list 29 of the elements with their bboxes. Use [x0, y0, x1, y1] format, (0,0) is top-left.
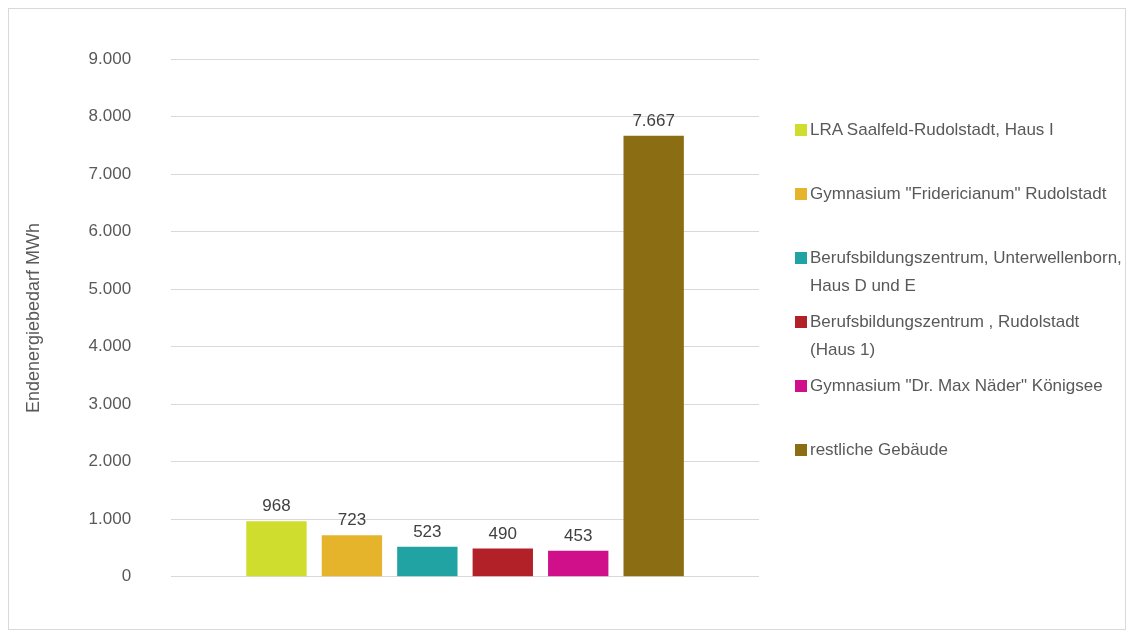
y-tick-label: 6.000: [88, 221, 132, 241]
y-tick-label: 9.000: [88, 48, 132, 68]
legend-label: Gymnasium "Dr. Max Näder" Königsee: [810, 375, 1103, 397]
y-tick-label: 1.000: [88, 508, 132, 528]
bar: [397, 546, 458, 577]
y-tick-label: 7.000: [88, 163, 132, 183]
y-tick-label: 4.000: [88, 336, 132, 356]
y-tick-label: 0: [121, 566, 132, 586]
y-axis-title: Endenergiebedarf MWh: [22, 222, 43, 414]
legend-label: restliche Gebäude: [810, 439, 948, 461]
bar: [472, 548, 533, 577]
legend-label: Berufsbildungszentrum, Unterwellenborn, Haus D und E: [810, 247, 1123, 297]
legend-label: Berufsbildungszentrum , Rudolstadt (Haus 1): [810, 311, 1081, 361]
bar: [623, 135, 684, 577]
y-tick-label: 8.000: [88, 106, 132, 126]
bar: [246, 521, 307, 577]
legend-label: Gymnasium "Fridericianum" Rudolstadt: [810, 183, 1107, 205]
bar: [321, 535, 383, 577]
data-label: 490: [488, 523, 517, 543]
data-label: 7.667: [632, 111, 675, 131]
y-tick-label: 3.000: [88, 393, 132, 413]
data-label: 453: [564, 525, 593, 545]
data-label: 968: [262, 496, 291, 516]
data-label: 723: [337, 510, 367, 530]
y-tick-label: 2.000: [88, 451, 132, 471]
y-tick-label: 5.000: [88, 278, 132, 298]
data-label: 523: [413, 521, 442, 541]
bar: [548, 550, 609, 577]
legend-label: LRA Saalfeld-Rudolstadt, Haus I: [810, 119, 1054, 141]
